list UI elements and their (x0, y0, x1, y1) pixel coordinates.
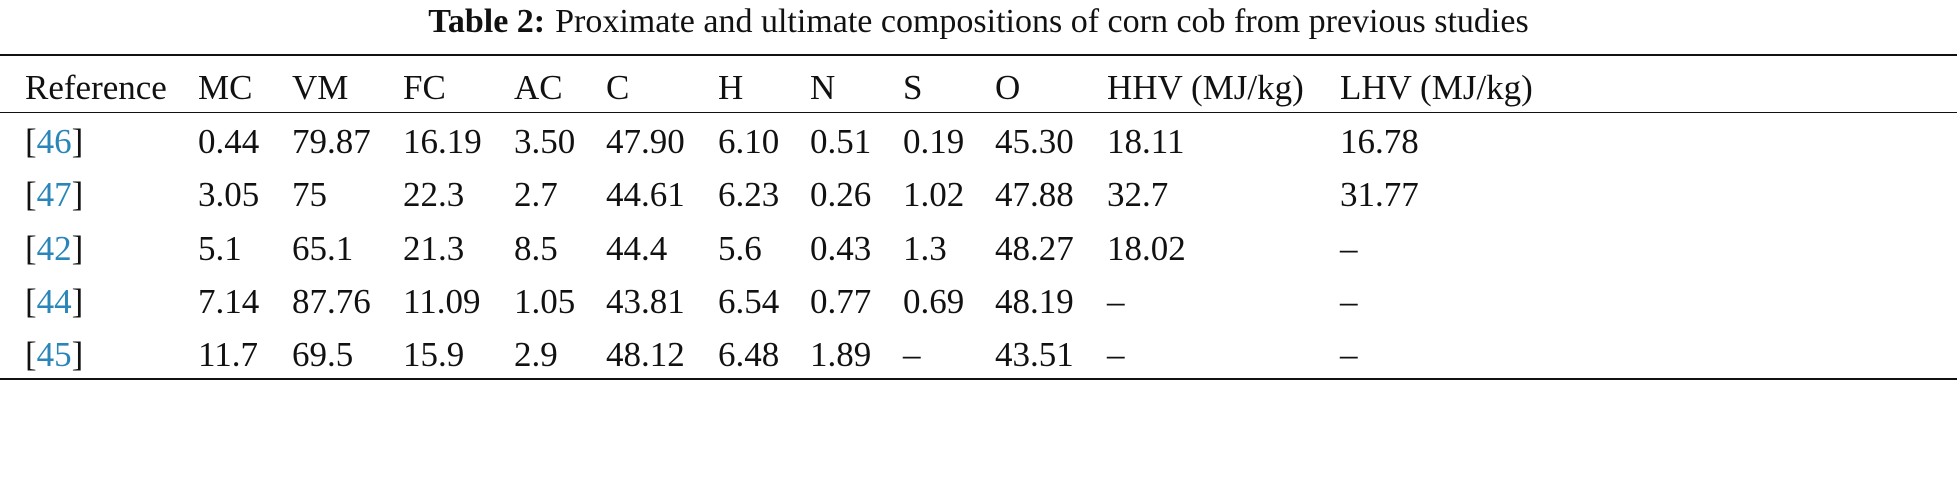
data-cell: 0.43 (810, 228, 872, 268)
data-cell: 75 (292, 175, 327, 215)
caption-label: Table 2: (428, 3, 546, 40)
data-cell: 2.7 (514, 175, 558, 215)
data-cell: 1.05 (514, 281, 576, 321)
data-cell: 43.51 (995, 335, 1074, 375)
reference-cell[interactable]: [46] (25, 122, 84, 161)
data-cell: 8.5 (514, 228, 558, 268)
data-cell: 6.23 (718, 175, 780, 215)
table-caption: Table 2: Proximate and ultimate compositi… (0, 0, 1957, 44)
data-cell: 0.26 (810, 175, 872, 215)
data-cell: 2.9 (514, 335, 558, 375)
data-cell: 48.19 (995, 281, 1074, 321)
header-cell: MC (198, 68, 253, 107)
data-cell: – (1340, 335, 1358, 375)
data-cell: – (1340, 228, 1358, 268)
data-cell: 44.4 (606, 228, 668, 268)
data-cell: 16.19 (403, 122, 482, 161)
data-cell: – (1107, 335, 1125, 375)
data-cell: 79.87 (292, 122, 371, 161)
header-cell: Reference (25, 68, 167, 107)
data-cell: 48.12 (606, 335, 685, 375)
header-cell: HHV (MJ/kg) (1107, 68, 1304, 107)
data-cell: 31.77 (1340, 175, 1419, 215)
data-cell: 69.5 (292, 335, 354, 375)
data-cell: 32.7 (1107, 175, 1169, 215)
data-cell: 0.77 (810, 281, 872, 321)
header-cell: FC (403, 68, 446, 107)
data-cell: 6.54 (718, 281, 780, 321)
data-cell: 18.11 (1107, 122, 1185, 161)
data-cell: – (1340, 281, 1358, 321)
data-cell: 21.3 (403, 228, 465, 268)
data-cell: 6.48 (718, 335, 780, 375)
data-cell: 6.10 (718, 122, 780, 161)
data-cell: 7.14 (198, 281, 260, 321)
header-cell: O (995, 68, 1021, 107)
reference-cell[interactable]: [44] (25, 281, 84, 321)
data-cell: 43.81 (606, 281, 685, 321)
data-cell: 87.76 (292, 281, 371, 321)
data-cell: 48.27 (995, 228, 1074, 268)
data-cell: 18.02 (1107, 228, 1186, 268)
data-cell: 1.89 (810, 335, 872, 375)
data-cell: 22.3 (403, 175, 465, 215)
reference-cell[interactable]: [45] (25, 335, 84, 375)
data-cell: 3.50 (514, 122, 576, 161)
top-rule (0, 54, 1957, 56)
data-cell: 44.61 (606, 175, 685, 215)
data-cell: – (903, 335, 921, 375)
data-cell: 47.90 (606, 122, 685, 161)
header-cell: S (903, 68, 923, 107)
data-cell: 47.88 (995, 175, 1074, 215)
data-cell: – (1107, 281, 1125, 321)
header-cell: AC (514, 68, 563, 107)
header-cell: C (606, 68, 630, 107)
header-cell: LHV (MJ/kg) (1340, 68, 1533, 107)
data-cell: 1.3 (903, 228, 947, 268)
caption-text: Proximate and ultimate compositions of c… (555, 3, 1529, 40)
data-cell: 15.9 (403, 335, 465, 375)
header-cell: N (810, 68, 836, 107)
header-cell: VM (292, 68, 349, 107)
data-cell: 1.02 (903, 175, 965, 215)
data-cell: 11.7 (198, 335, 258, 375)
data-cell: 65.1 (292, 228, 354, 268)
header-cell: H (718, 68, 744, 107)
data-cell: 3.05 (198, 175, 260, 215)
data-cell: 0.69 (903, 281, 965, 321)
data-cell: 5.1 (198, 228, 242, 268)
data-cell: 0.19 (903, 122, 965, 161)
data-cell: 11.09 (403, 281, 481, 321)
data-cell: 0.44 (198, 122, 260, 161)
data-cell: 45.30 (995, 122, 1074, 161)
header-rule (0, 112, 1957, 113)
data-cell: 16.78 (1340, 122, 1419, 161)
reference-cell[interactable]: [42] (25, 228, 84, 268)
bottom-rule (0, 378, 1957, 380)
data-cell: 5.6 (718, 228, 762, 268)
reference-cell[interactable]: [47] (25, 175, 84, 215)
data-cell: 0.51 (810, 122, 872, 161)
